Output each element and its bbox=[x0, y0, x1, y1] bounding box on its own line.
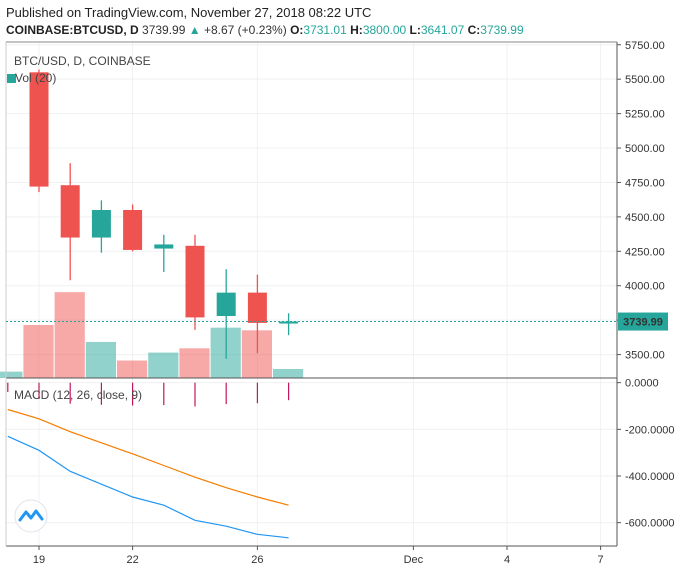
time-tick-label: 26 bbox=[251, 554, 263, 566]
price-tick-label: 3500.00 bbox=[625, 350, 665, 362]
open-label: O: bbox=[290, 23, 304, 37]
tradingview-logo-icon[interactable] bbox=[14, 499, 48, 533]
candle-body bbox=[123, 210, 143, 250]
volume-bar bbox=[54, 292, 85, 378]
volume-bar bbox=[85, 341, 116, 378]
price-tick-label: 4750.00 bbox=[625, 177, 665, 189]
vol-legend: Vol (20) bbox=[15, 71, 56, 85]
high-label: H: bbox=[350, 23, 363, 37]
vol-legend-swatch bbox=[7, 74, 16, 83]
close-label: C: bbox=[467, 23, 481, 37]
low-value: 3641.07 bbox=[420, 23, 465, 37]
grid bbox=[6, 42, 617, 546]
axes: 3500.003750.004000.004250.004500.004750.… bbox=[6, 40, 675, 566]
open-value: 3731.01 bbox=[303, 23, 347, 37]
price-tick-label: 5500.00 bbox=[625, 74, 665, 86]
published-line: Published on TradingView.com, November 2… bbox=[6, 5, 372, 20]
time-tick-label: Dec bbox=[404, 554, 424, 566]
macd-tick-label: -600.0000 bbox=[625, 518, 675, 530]
candle-body bbox=[29, 72, 49, 187]
volume-bar bbox=[0, 371, 23, 378]
volume-bar bbox=[179, 348, 210, 378]
macd-tick-label: -200.0000 bbox=[625, 424, 675, 436]
price-tick-label: 5000.00 bbox=[625, 143, 665, 155]
candle-body bbox=[216, 292, 236, 317]
candle-body bbox=[185, 245, 205, 318]
close-value: 3739.99 bbox=[480, 23, 524, 37]
chart-frame bbox=[5, 41, 618, 547]
symbol-label: COINBASE:BTCUSD, D bbox=[6, 23, 139, 37]
time-tick-label: 19 bbox=[33, 554, 45, 566]
time-tick-label: 4 bbox=[504, 554, 510, 566]
price-tick-label: 4000.00 bbox=[625, 281, 665, 293]
macd-legend: MACD (12, 26, close, 9) bbox=[14, 388, 142, 402]
ohlc-line: COINBASE:BTCUSD, D 3739.99 ▲ +8.67 (+0.2… bbox=[6, 22, 681, 39]
candle-body bbox=[279, 321, 299, 324]
up-arrow-icon: ▲ bbox=[188, 23, 201, 37]
candle-body bbox=[154, 244, 174, 249]
candlesticks bbox=[29, 69, 299, 359]
candle-body bbox=[91, 210, 111, 238]
signal-line bbox=[7, 408, 289, 506]
macd-pane bbox=[7, 382, 290, 539]
time-tick-label: 7 bbox=[598, 554, 604, 566]
price-tick-label: 5750.00 bbox=[625, 40, 665, 52]
price-tick-label: 4250.00 bbox=[625, 246, 665, 258]
macd-tick-label: 0.0000 bbox=[625, 378, 659, 390]
volume-bar bbox=[148, 352, 179, 378]
last-price-tag bbox=[618, 312, 668, 331]
volume-bar bbox=[273, 368, 304, 378]
candle-body bbox=[247, 292, 267, 323]
candle-body bbox=[60, 185, 80, 238]
low-label: L: bbox=[409, 23, 421, 37]
price-change: +8.67 (+0.23%) bbox=[203, 23, 287, 37]
price-tick-label: 5250.00 bbox=[625, 109, 665, 121]
macd-tick-label: -400.0000 bbox=[625, 471, 675, 483]
main-legend: BTC/USD, D, COINBASE bbox=[14, 54, 151, 68]
macd-line bbox=[7, 435, 289, 539]
chart-header: Published on TradingView.com, November 2… bbox=[6, 4, 681, 39]
last-price: 3739.99 bbox=[142, 23, 186, 37]
last-price-tag-label: 3739.99 bbox=[623, 317, 663, 329]
volume-bar bbox=[23, 325, 54, 378]
time-tick-label: 22 bbox=[126, 554, 138, 566]
volume-bar bbox=[117, 360, 148, 378]
high-value: 3800.00 bbox=[362, 23, 407, 37]
price-tick-label: 4500.00 bbox=[625, 212, 665, 224]
